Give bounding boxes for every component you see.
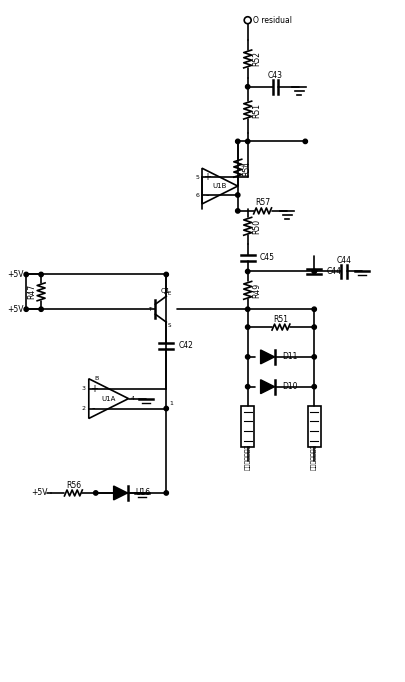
Circle shape [312,269,316,273]
Text: C44: C44 [326,267,341,276]
Text: R51: R51 [252,102,261,117]
Bar [241,406,254,447]
Text: U1B: U1B [213,183,227,189]
Polygon shape [260,350,275,364]
Text: U16: U16 [135,488,151,497]
Text: 2: 2 [82,406,86,411]
Circle shape [39,307,43,312]
Circle shape [312,385,316,389]
Circle shape [236,193,240,197]
Text: 5: 5 [195,175,199,179]
Text: +5V: +5V [7,305,23,314]
Text: R50: R50 [252,219,261,234]
Polygon shape [260,380,275,394]
Text: +: + [90,384,98,394]
Circle shape [312,325,316,329]
Text: T: T [148,307,151,312]
Text: 零序电流互感器: 零序电流互感器 [311,444,317,471]
Text: R56: R56 [66,481,81,490]
Text: 3: 3 [82,386,86,391]
Circle shape [245,307,250,312]
Text: +5V: +5V [7,270,23,279]
Text: 7: 7 [241,166,245,170]
Text: C44: C44 [337,256,352,265]
Text: O residual: O residual [253,16,292,25]
Text: R57: R57 [255,198,270,207]
Text: 6: 6 [195,192,199,198]
Circle shape [24,307,28,312]
Circle shape [39,272,43,277]
Text: B: B [95,376,99,381]
Text: C45: C45 [260,253,275,262]
Text: -: - [205,190,209,200]
Circle shape [236,209,240,213]
Text: R52: R52 [252,51,261,66]
Circle shape [245,355,250,359]
Text: D11: D11 [282,353,298,361]
Text: 零序电流互感器: 零序电流互感器 [245,444,250,471]
Circle shape [94,491,98,495]
Text: C43: C43 [268,72,283,80]
Circle shape [164,272,168,277]
Text: D10: D10 [282,382,298,391]
Text: 4: 4 [130,396,134,401]
Text: 1: 1 [169,401,173,406]
Polygon shape [114,486,128,500]
Text: R54: R54 [242,161,251,176]
Text: U1A: U1A [102,396,116,402]
Bar [308,406,321,447]
Text: C42: C42 [178,342,193,351]
Circle shape [245,385,250,389]
Circle shape [245,269,250,273]
Text: +5V: +5V [31,488,48,497]
Text: R51: R51 [273,314,288,324]
Circle shape [245,85,250,89]
Circle shape [24,272,28,277]
Text: E: E [168,291,171,296]
Circle shape [245,325,250,329]
Circle shape [312,307,316,312]
Text: +: + [203,172,211,182]
Text: R49: R49 [252,283,261,298]
Text: R47: R47 [28,284,37,299]
Circle shape [164,406,168,411]
Circle shape [164,491,168,495]
Text: S: S [168,323,171,327]
Text: Q1: Q1 [160,288,170,295]
Circle shape [312,355,316,359]
Circle shape [245,139,250,144]
Text: -: - [92,404,96,413]
Circle shape [303,139,307,144]
Circle shape [236,139,240,144]
